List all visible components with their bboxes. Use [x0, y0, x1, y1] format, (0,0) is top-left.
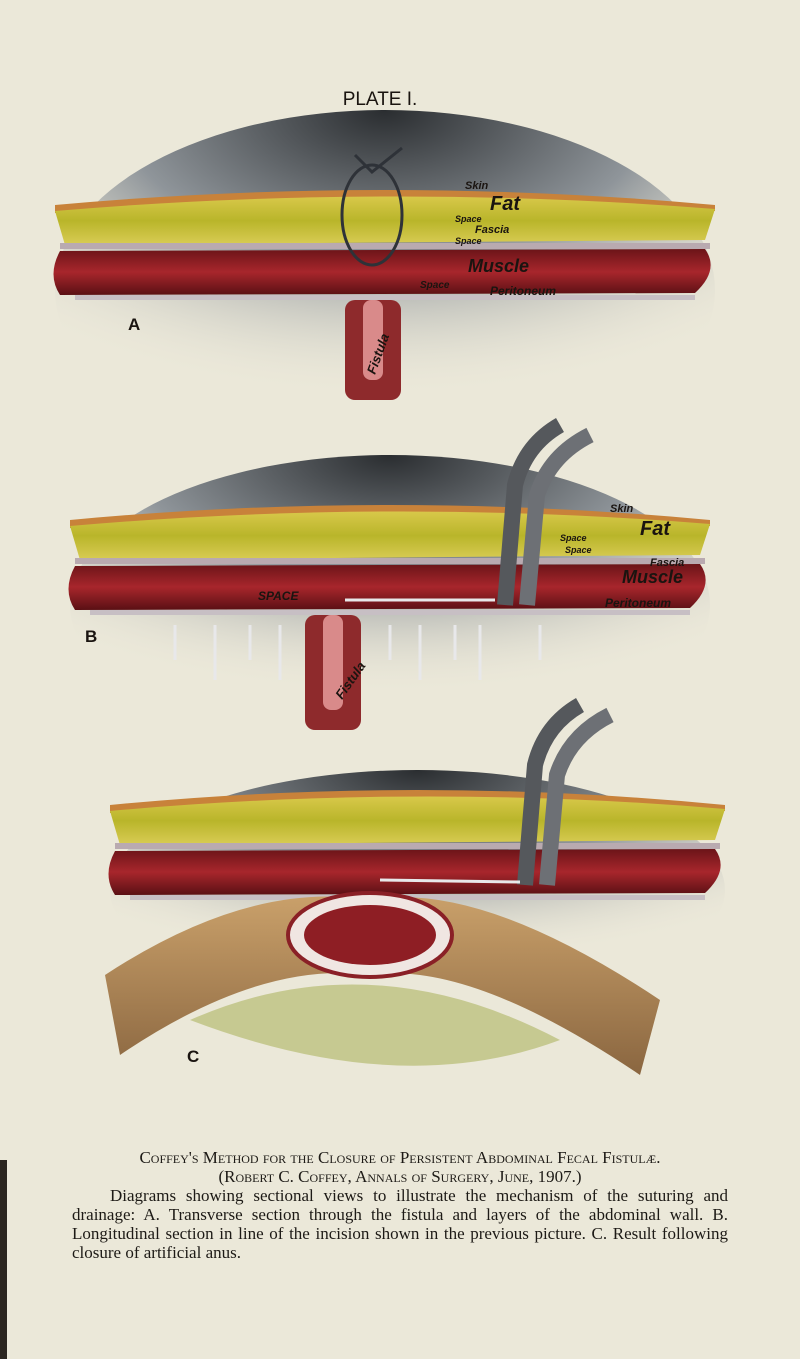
annotation: Skin: [610, 503, 634, 515]
caption-title: Coffey's Method for the Closure of Persi…: [139, 1148, 661, 1167]
edge: [0, 1160, 7, 1359]
suture: [340, 163, 404, 267]
figure-label: B: [85, 627, 97, 646]
fat-layer: [55, 196, 715, 245]
fistula-lumen: [323, 615, 343, 710]
figure-label: A: [128, 315, 140, 334]
annotation: Space: [560, 533, 587, 543]
annotation: Space: [420, 280, 450, 291]
annotation: Fat: [640, 518, 671, 540]
muscle-layer: [108, 849, 721, 895]
annotation: Space: [455, 236, 482, 246]
skin: [110, 790, 725, 813]
annotation: Fascia: [650, 557, 684, 569]
figure-label: C: [187, 1047, 199, 1066]
drain: [539, 707, 614, 886]
fascia: [115, 843, 720, 849]
muscle-layer: [68, 564, 706, 610]
caption-text: Diagrams showing sectional views to illu…: [72, 1186, 728, 1262]
fat-layer: [110, 796, 725, 845]
annotation: Space: [565, 545, 592, 555]
annotation: Fascia: [475, 224, 509, 236]
mesentery: [190, 984, 560, 1066]
caption-citation: (Robert C. Coffey, Annals of Surgery, Ju…: [218, 1167, 582, 1186]
caption: Coffey's Method for the Closure of Persi…: [72, 1148, 728, 1262]
fascia: [60, 243, 710, 249]
peritoneum: [130, 895, 705, 900]
muscle-layer: [53, 249, 711, 295]
fistula-lumen: [363, 300, 383, 380]
bowel-lumen: [304, 905, 436, 965]
drain: [519, 427, 594, 606]
annotation: Peritoneum: [605, 596, 671, 610]
peritoneum: [75, 295, 695, 300]
annotation: Skin: [465, 180, 489, 192]
annotation: Muscle: [468, 256, 529, 276]
suture-ends: [353, 146, 403, 175]
peritoneum: [90, 610, 690, 615]
annotation: Muscle: [622, 567, 683, 587]
skin: [55, 190, 715, 213]
drain: [497, 418, 565, 606]
drain: [517, 698, 585, 886]
skin: [70, 505, 710, 528]
bowel: [105, 896, 660, 1075]
annotation: Peritoneum: [490, 284, 556, 298]
fascia: [75, 558, 705, 564]
annotation: Space: [455, 214, 482, 224]
arrow: [379, 878, 521, 884]
plate-title: PLATE I.: [343, 89, 418, 110]
annotation: Fat: [490, 193, 521, 215]
annotation: SPACE: [258, 589, 299, 603]
fat-layer: [70, 511, 710, 560]
